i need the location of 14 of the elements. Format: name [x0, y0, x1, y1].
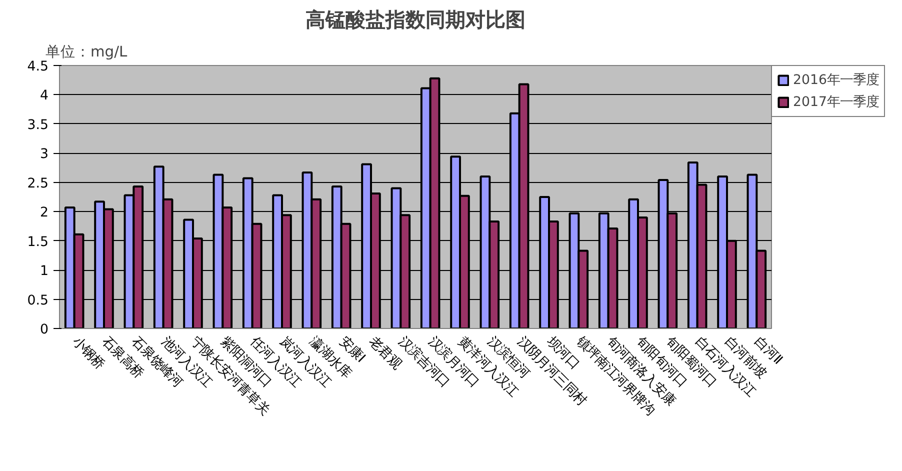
y-tick-label: 3: [40, 147, 49, 162]
y-tick-label: 1: [40, 264, 49, 280]
legend-label: 2016年一季度: [793, 72, 879, 89]
y-tick-label: 0: [40, 322, 49, 338]
y-tick-label: 0.5: [27, 293, 49, 308]
y-tick-label: 1.5: [27, 234, 49, 250]
y-tick-label: 2: [40, 206, 49, 221]
y-tick-label: 3.5: [27, 118, 49, 133]
chart-title: 高锰酸盐指数同期对比图: [306, 8, 526, 32]
legend-label: 2017年一季度: [793, 94, 879, 111]
y-tick-label: 2.5: [27, 176, 49, 192]
y-tick-label: 4.5: [27, 60, 49, 74]
y-tick-label: 4: [40, 88, 49, 104]
text: 单位：mg/L: [46, 44, 128, 60]
